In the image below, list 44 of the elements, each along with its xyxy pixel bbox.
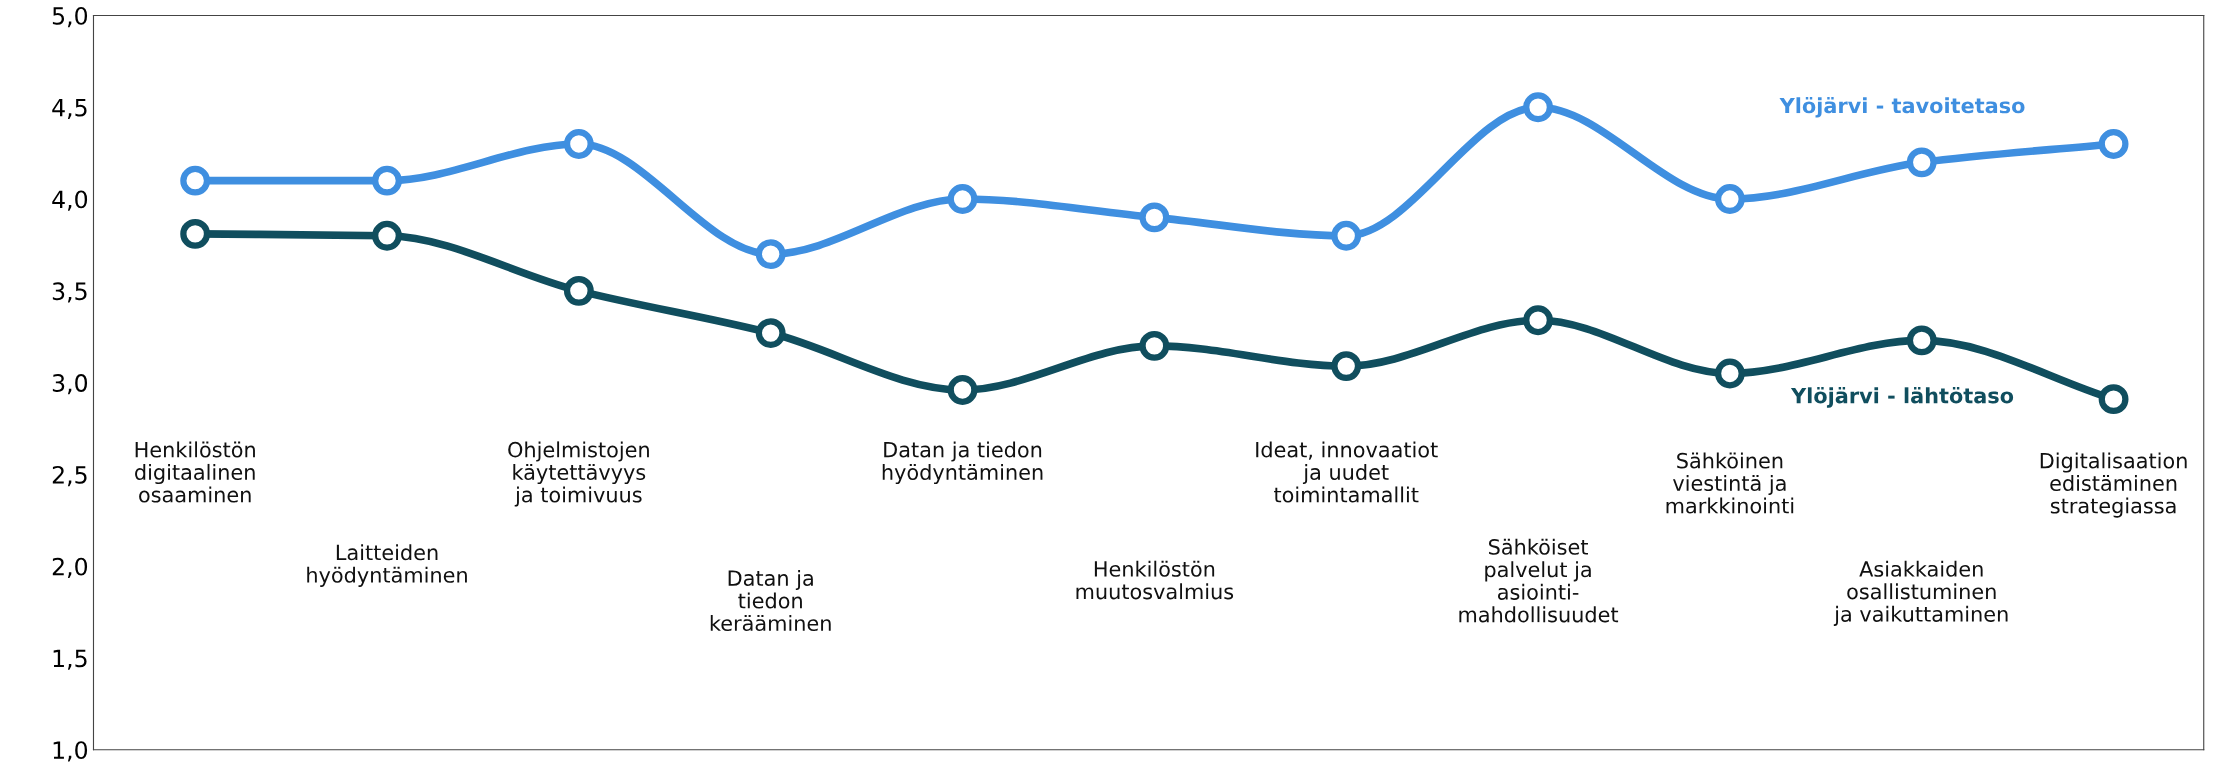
- y-tick-label: 2,0: [52, 557, 88, 578]
- y-tick-label: 1,0: [53, 741, 88, 762]
- point: [1906, 147, 1937, 178]
- point: [755, 318, 786, 348]
- x-tick-label: Sähköinen viestintä ja markkinointi: [1666, 452, 1794, 514]
- y-tick-label: 3,0: [52, 374, 88, 395]
- y-tick-label: 4,5: [52, 99, 87, 119]
- point: [2098, 129, 2129, 159]
- y-tick-label: 4,0: [52, 190, 88, 211]
- point: [1523, 305, 1553, 336]
- x-tick-label: Laitteiden hyödyntäminen: [307, 544, 467, 587]
- x-tick-label: Datan ja tiedon hyödyntäminen: [882, 441, 1043, 485]
- point: [563, 275, 594, 306]
- point: [1523, 92, 1553, 123]
- point: [372, 165, 402, 196]
- point: [1714, 358, 1745, 389]
- point: [1331, 220, 1362, 251]
- point: [2098, 384, 2129, 415]
- x-tick-label: Henkilöstön muutosvalmius: [1076, 560, 1234, 600]
- y-tick-label: 1,5: [53, 649, 87, 670]
- point: [563, 129, 594, 159]
- point: [1906, 325, 1937, 356]
- x-tick-label: Henkilöstön digitaalinen osaaminen: [135, 441, 255, 503]
- point: [1139, 330, 1170, 361]
- point: [947, 375, 978, 405]
- series-label: Ylöjärvi - lähtötaso: [1790, 387, 2014, 408]
- series-label: Ylöjärvi - tavoitetaso: [1779, 96, 2025, 118]
- point: [1139, 202, 1170, 233]
- y-tick-label: 5,0: [52, 6, 88, 28]
- point: [180, 165, 211, 196]
- x-tick-label: Sähköiset palvelut ja asiointi- mahdollisuudet: [1459, 538, 1619, 623]
- x-tick-label: Asiakkaiden osallistuminen ja vaikuttaminen: [1833, 560, 2008, 626]
- y-tick-label: 2,5: [52, 465, 87, 487]
- x-tick-label: Ohjelmistojen käytettävyys ja toimivuus: [508, 441, 649, 507]
- x-tick-label: Ideat, innovaatiot ja uudet toimintamallit: [1256, 441, 1438, 503]
- y-tick-label: 3,5: [52, 282, 87, 303]
- point: [755, 239, 786, 270]
- x-tick-label: Digitalisaation edistäminen strategiassa: [2040, 452, 2187, 518]
- point: [372, 220, 402, 251]
- point: [947, 184, 978, 214]
- point: [1714, 184, 1745, 214]
- x-tick-label: Datan ja tiedon kerääminen: [710, 569, 831, 632]
- point: [180, 218, 211, 249]
- point: [1331, 351, 1362, 382]
